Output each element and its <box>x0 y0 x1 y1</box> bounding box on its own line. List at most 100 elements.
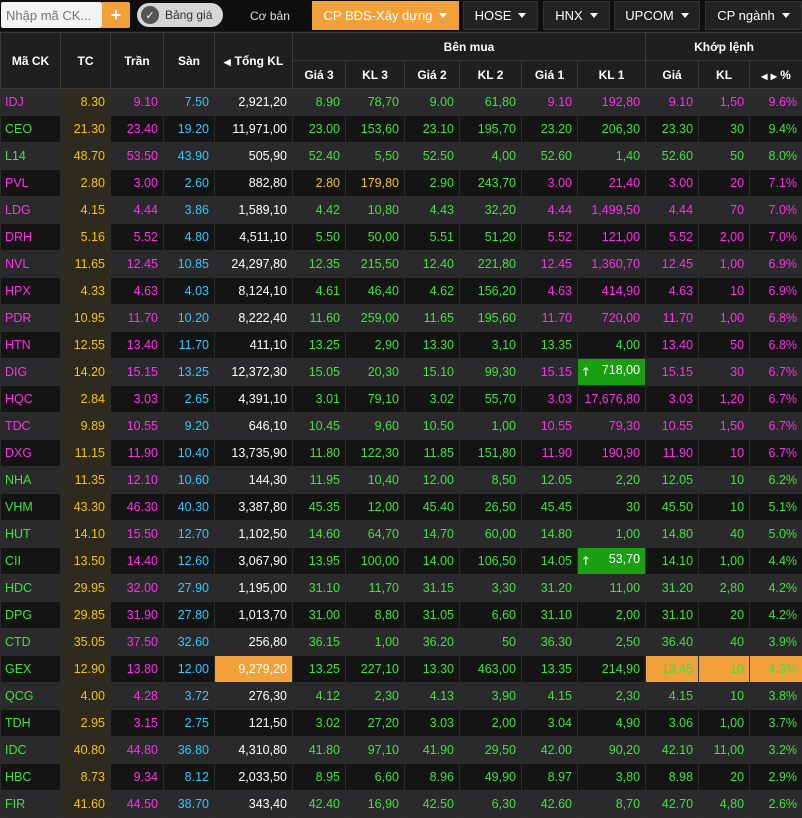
add-symbol-button[interactable]: + <box>102 2 130 28</box>
symbol-cell[interactable]: DPG <box>1 602 61 629</box>
tab-cp-bds[interactable]: CP BĐS-Xây dựng <box>312 1 459 30</box>
header-ref[interactable]: TC <box>61 33 111 89</box>
match-price-cell: 14.80 <box>646 521 699 548</box>
header-total-volume[interactable]: ◀Tổng KL <box>215 33 293 89</box>
symbol-cell[interactable]: LDG <box>1 197 61 224</box>
change-pct-cell: 3.9% <box>750 629 802 656</box>
symbol-cell[interactable]: CTD <box>1 629 61 656</box>
price-board-toggle[interactable]: ✓ Bảng giá <box>137 3 223 27</box>
header-price3[interactable]: Giá 3 <box>293 61 346 89</box>
symbol-cell[interactable]: CII <box>1 548 61 575</box>
caret-left-icon[interactable]: ◀ <box>224 57 231 67</box>
bid-vol1-cell: 1,00 <box>578 521 646 548</box>
symbol-cell[interactable]: L14 <box>1 143 61 170</box>
symbol-cell[interactable]: DXG <box>1 440 61 467</box>
symbol-cell[interactable]: QCG <box>1 683 61 710</box>
symbol-cell[interactable]: HTN <box>1 332 61 359</box>
bid-vol1-cell: 2,00 <box>578 602 646 629</box>
symbol-cell[interactable]: HQC <box>1 386 61 413</box>
ref-price-cell: 11.15 <box>61 440 111 467</box>
symbol-cell[interactable]: IDC <box>1 737 61 764</box>
symbol-cell[interactable]: CEO <box>1 116 61 143</box>
symbol-cell[interactable]: HPX <box>1 278 61 305</box>
symbol-cell[interactable]: TDC <box>1 413 61 440</box>
caret-right-icon[interactable]: ▶ <box>771 72 777 81</box>
symbol-cell[interactable]: TDH <box>1 710 61 737</box>
bid-vol1-cell: 3,80 <box>578 764 646 791</box>
header-match-vol[interactable]: KL <box>699 61 750 89</box>
header-pct[interactable]: ◀ ▶ % <box>750 61 802 89</box>
header-price1[interactable]: Giá 1 <box>522 61 578 89</box>
total-volume-cell: 882,80 <box>215 170 293 197</box>
bid-price1-cell: 4.63 <box>522 278 578 305</box>
symbol-cell[interactable]: NVL <box>1 251 61 278</box>
header-floor[interactable]: Sàn <box>164 33 215 89</box>
symbol-cell[interactable]: HDC <box>1 575 61 602</box>
symbol-cell[interactable]: PVL <box>1 170 61 197</box>
symbol-cell[interactable]: PDR <box>1 305 61 332</box>
bid-price3-cell: 13.25 <box>293 656 346 683</box>
header-price2[interactable]: Giá 2 <box>405 61 460 89</box>
floor-price-cell: 32.60 <box>164 629 215 656</box>
basic-view-button[interactable]: Cơ bản <box>236 1 306 30</box>
header-vol2[interactable]: KL 2 <box>460 61 522 89</box>
symbol-cell[interactable]: DRH <box>1 224 61 251</box>
change-pct-cell: 6.9% <box>750 251 802 278</box>
caret-left-icon[interactable]: ◀ <box>761 72 767 81</box>
total-volume-cell: 3,067,90 <box>215 548 293 575</box>
header-ceil[interactable]: Trần <box>111 33 164 89</box>
header-vol3[interactable]: KL 3 <box>346 61 405 89</box>
bid-price2-cell: 15.10 <box>405 359 460 386</box>
header-symbol[interactable]: Mã CK <box>1 33 61 89</box>
symbol-cell[interactable]: VHM <box>1 494 61 521</box>
symbol-cell[interactable]: FIR <box>1 791 61 818</box>
symbol-cell[interactable]: DIG <box>1 359 61 386</box>
symbol-cell[interactable]: IDJ <box>1 89 61 116</box>
total-volume-cell: 121,50 <box>215 710 293 737</box>
search-input[interactable] <box>1 2 102 28</box>
change-pct-cell: 6.7% <box>750 359 802 386</box>
symbol-cell[interactable]: NHA <box>1 467 61 494</box>
arrow-up-icon: 🡑 <box>583 363 589 382</box>
symbol-cell[interactable]: HUT <box>1 521 61 548</box>
symbol-cell[interactable]: HBC <box>1 764 61 791</box>
tab-cp-nganh[interactable]: CP ngành <box>705 1 802 30</box>
change-pct-cell: 4.2% <box>750 602 802 629</box>
change-pct-cell: 5.1% <box>750 494 802 521</box>
header-vol1[interactable]: KL 1 <box>578 61 646 89</box>
bid-price1-cell: 4.44 <box>522 197 578 224</box>
bid-vol3-cell: 2,30 <box>346 683 405 710</box>
tab-upcom[interactable]: UPCOM <box>614 1 700 30</box>
tab-hnx[interactable]: HNX <box>543 1 610 30</box>
header-match-price[interactable]: Giá <box>646 61 699 89</box>
symbol-cell[interactable]: GEX <box>1 656 61 683</box>
tab-hose[interactable]: HOSE <box>463 1 538 30</box>
